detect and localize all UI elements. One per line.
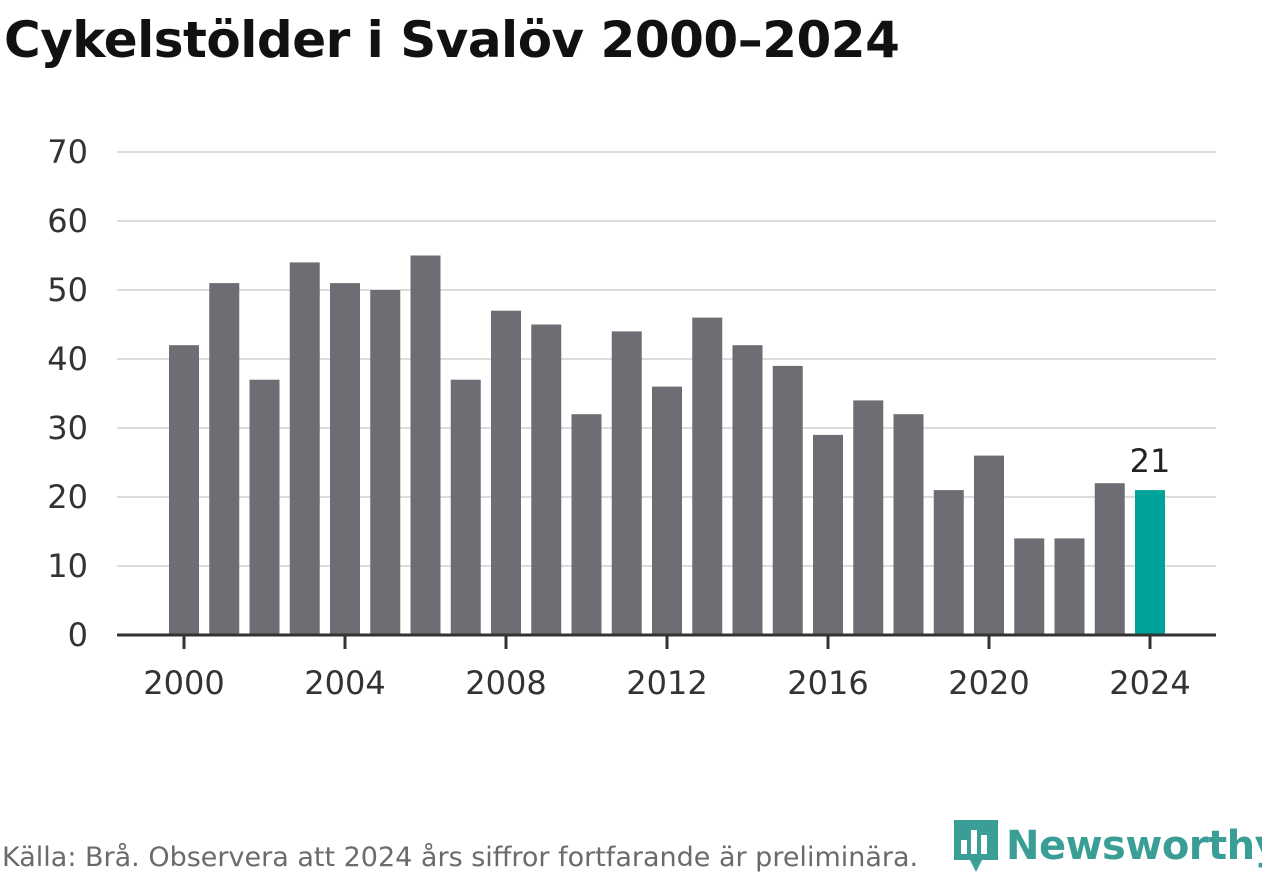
bar-2000 [169,345,199,635]
bar-2022 [1054,538,1085,635]
y-tick-label: 20 [47,478,88,516]
bar-2005 [370,290,401,635]
bar-2023 [1094,483,1125,635]
labels: 0 10 20 30 40 50 60 70 2000 2004 2008 2012 2016 2020 2… [47,133,1190,702]
bar-2010 [571,414,602,635]
bar-chart: 0 10 20 30 40 50 60 70 2000 2004 2008 2012 2016 2020 2… [47,133,1216,702]
x-tick-label: 2000 [143,664,224,702]
x-tick-label: 2020 [948,664,1029,702]
bar-2002 [249,379,280,635]
x-tick-label: 2012 [626,664,707,702]
bar-2021 [1014,538,1045,635]
bar-2004 [330,283,360,635]
x-tick-label: 2008 [465,664,546,702]
bar-2007 [450,379,481,635]
source-note: Källa: Brå. Observera att 2024 års siffr… [2,842,919,873]
y-tick-label: 50 [47,271,88,309]
x-tick-label: 2016 [787,664,868,702]
bar-2014 [732,345,763,635]
bar-2024 [1135,490,1165,635]
bar-2017 [853,400,884,635]
bar-2012 [652,386,682,635]
bar-2006 [410,255,441,635]
bar-2001 [209,283,240,635]
highlight-value-label: 21 [1130,442,1171,480]
y-tick-label: 70 [47,133,88,171]
bar-2019 [933,490,964,635]
chart-title: Cykelstölder i Svalöv 2000–2024 [4,11,900,69]
bar-2009 [531,324,562,635]
x-tick-label: 2024 [1109,664,1190,702]
x-tick-label: 2004 [304,664,385,702]
bar-2018 [893,414,924,635]
y-tick-label: 0 [68,616,88,654]
bar-2013 [692,317,723,635]
y-tick-label: 10 [47,547,88,585]
brand-name: Newsworthy [1006,823,1262,869]
bar-2011 [611,331,642,635]
newsworthy-logo-icon [954,820,998,872]
y-tick-label: 30 [47,409,88,447]
bar-2020 [974,455,1004,635]
brand-logo: Newsworthy [952,816,1262,876]
y-tick-label: 60 [47,202,88,240]
x-axis [117,633,1216,649]
bars [169,255,1165,635]
bar-2003 [289,262,320,635]
bar-2016 [813,434,843,635]
y-tick-label: 40 [47,340,88,378]
bar-2008 [491,310,521,635]
bar-2015 [772,365,803,635]
